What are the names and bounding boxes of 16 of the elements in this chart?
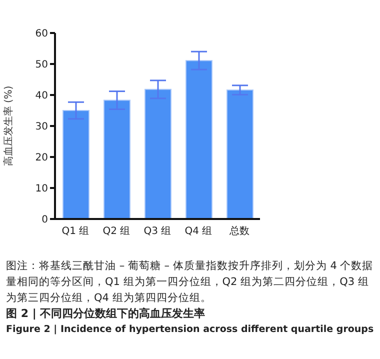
text: 图注：将基线三酰甘油 – 葡萄糖 – 体质量指数按升序排列，划分为 4 个数据量相同的等分区间，Q1 组为第一四分位组，Q2 组为第二四分位组，Q3 组为第三四分位组，Q4 组为第四四分位组。 — [6, 259, 374, 306]
y-tick-label: 40 — [35, 90, 48, 102]
y-tick-label: 10 — [35, 184, 48, 195]
y-axis-title: 高血压发生率 (%) — [2, 86, 15, 166]
x-tick-label: 总数 — [228, 225, 250, 238]
y-tick-label: 0 — [42, 214, 48, 226]
text: 图 2 | 不同四分位数组下的高血压发生率 — [6, 306, 206, 322]
x-tick-label: Q2 组 — [102, 225, 130, 238]
y-tick-label: 50 — [35, 60, 48, 71]
y-tick-label: 20 — [35, 152, 48, 164]
y-tick-label: 60 — [35, 28, 48, 40]
x-tick-label: Q3 组 — [144, 225, 172, 238]
y-tick-label: 30 — [35, 122, 48, 133]
x-tick-label: Q1 组 — [62, 225, 90, 238]
x-tick-label: Q4 组 — [184, 225, 212, 238]
text: Figure 2 | Incidence of hypertension across different quartile groups — [6, 323, 375, 337]
